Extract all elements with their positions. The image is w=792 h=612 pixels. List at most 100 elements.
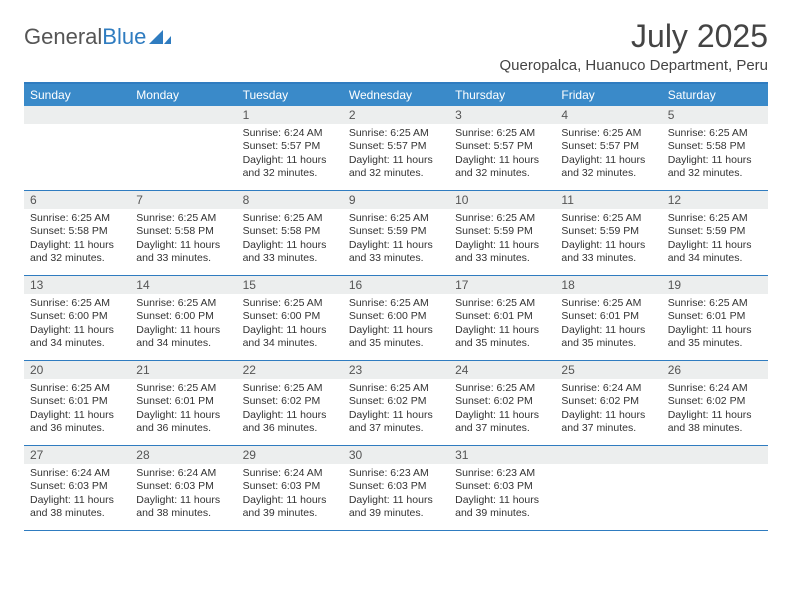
- daylight-text: Daylight: 11 hours and 39 minutes.: [349, 494, 443, 521]
- day-cell: 18Sunrise: 6:25 AMSunset: 6:01 PMDayligh…: [555, 276, 661, 360]
- sunset-text: Sunset: 6:00 PM: [136, 310, 230, 323]
- daylight-text: Daylight: 11 hours and 33 minutes.: [136, 239, 230, 266]
- sunset-text: Sunset: 5:59 PM: [455, 225, 549, 238]
- day-body: Sunrise: 6:24 AMSunset: 6:03 PMDaylight:…: [24, 464, 130, 527]
- day-number: 15: [237, 276, 343, 294]
- sunrise-text: Sunrise: 6:25 AM: [30, 297, 124, 310]
- day-number: 13: [24, 276, 130, 294]
- week-row: 27Sunrise: 6:24 AMSunset: 6:03 PMDayligh…: [24, 446, 768, 531]
- day-body: Sunrise: 6:24 AMSunset: 5:57 PMDaylight:…: [237, 124, 343, 187]
- daylight-text: Daylight: 11 hours and 35 minutes.: [455, 324, 549, 351]
- daylight-text: Daylight: 11 hours and 32 minutes.: [561, 154, 655, 181]
- sunset-text: Sunset: 5:57 PM: [349, 140, 443, 153]
- sunset-text: Sunset: 6:03 PM: [30, 480, 124, 493]
- month-title: July 2025: [500, 18, 768, 55]
- day-cell: [130, 106, 236, 190]
- sunset-text: Sunset: 6:00 PM: [30, 310, 124, 323]
- sunset-text: Sunset: 6:01 PM: [455, 310, 549, 323]
- day-cell: [662, 446, 768, 530]
- day-cell: 30Sunrise: 6:23 AMSunset: 6:03 PMDayligh…: [343, 446, 449, 530]
- day-body: Sunrise: 6:25 AMSunset: 5:59 PMDaylight:…: [343, 209, 449, 272]
- sunrise-text: Sunrise: 6:25 AM: [668, 297, 762, 310]
- daylight-text: Daylight: 11 hours and 32 minutes.: [455, 154, 549, 181]
- sunrise-text: Sunrise: 6:24 AM: [561, 382, 655, 395]
- empty-day: [24, 124, 130, 190]
- day-cell: 21Sunrise: 6:25 AMSunset: 6:01 PMDayligh…: [130, 361, 236, 445]
- day-body: Sunrise: 6:25 AMSunset: 5:59 PMDaylight:…: [662, 209, 768, 272]
- location: Queropalca, Huanuco Department, Peru: [500, 57, 768, 74]
- sunrise-text: Sunrise: 6:25 AM: [136, 297, 230, 310]
- day-cell: 9Sunrise: 6:25 AMSunset: 5:59 PMDaylight…: [343, 191, 449, 275]
- daylight-text: Daylight: 11 hours and 37 minutes.: [349, 409, 443, 436]
- daylight-text: Daylight: 11 hours and 36 minutes.: [243, 409, 337, 436]
- daylight-text: Daylight: 11 hours and 34 minutes.: [30, 324, 124, 351]
- day-cell: 31Sunrise: 6:23 AMSunset: 6:03 PMDayligh…: [449, 446, 555, 530]
- day-cell: [555, 446, 661, 530]
- sunrise-text: Sunrise: 6:25 AM: [668, 127, 762, 140]
- day-body: Sunrise: 6:25 AMSunset: 6:00 PMDaylight:…: [343, 294, 449, 357]
- daylight-text: Daylight: 11 hours and 38 minutes.: [30, 494, 124, 521]
- day-cell: 27Sunrise: 6:24 AMSunset: 6:03 PMDayligh…: [24, 446, 130, 530]
- day-cell: 8Sunrise: 6:25 AMSunset: 5:58 PMDaylight…: [237, 191, 343, 275]
- day-number: 1: [237, 106, 343, 124]
- daylight-text: Daylight: 11 hours and 38 minutes.: [136, 494, 230, 521]
- day-cell: 7Sunrise: 6:25 AMSunset: 5:58 PMDaylight…: [130, 191, 236, 275]
- day-body: Sunrise: 6:25 AMSunset: 6:02 PMDaylight:…: [237, 379, 343, 442]
- sunset-text: Sunset: 6:02 PM: [668, 395, 762, 408]
- daylight-text: Daylight: 11 hours and 32 minutes.: [243, 154, 337, 181]
- day-cell: 13 Sunrise: 6:25 AMSunset: 6:00 PMDayligh…: [24, 276, 130, 360]
- daylight-text: Daylight: 11 hours and 34 minutes.: [243, 324, 337, 351]
- sunrise-text: Sunrise: 6:25 AM: [349, 382, 443, 395]
- sunrise-text: Sunrise: 6:25 AM: [561, 127, 655, 140]
- sunset-text: Sunset: 6:01 PM: [561, 310, 655, 323]
- day-number: 27: [24, 446, 130, 464]
- day-cell: 1Sunrise: 6:24 AMSunset: 5:57 PMDaylight…: [237, 106, 343, 190]
- daylight-text: Daylight: 11 hours and 35 minutes.: [561, 324, 655, 351]
- sunrise-text: Sunrise: 6:25 AM: [243, 297, 337, 310]
- day-number: 16: [343, 276, 449, 294]
- day-number: 29: [237, 446, 343, 464]
- day-cell: 15Sunrise: 6:25 AMSunset: 6:00 PMDayligh…: [237, 276, 343, 360]
- sunrise-text: Sunrise: 6:24 AM: [668, 382, 762, 395]
- day-number: [555, 446, 661, 464]
- daylight-text: Daylight: 11 hours and 36 minutes.: [30, 409, 124, 436]
- logo: GeneralBlue: [24, 18, 171, 50]
- day-number: 7: [130, 191, 236, 209]
- day-body: Sunrise: 6:25 AMSunset: 6:01 PMDaylight:…: [662, 294, 768, 357]
- day-cell: 22Sunrise: 6:25 AMSunset: 6:02 PMDayligh…: [237, 361, 343, 445]
- sunrise-text: Sunrise: 6:24 AM: [136, 467, 230, 480]
- day-number: 22: [237, 361, 343, 379]
- day-number: 11: [555, 191, 661, 209]
- logo-sail-icon: [149, 28, 171, 46]
- day-body: Sunrise: 6:25 AMSunset: 6:01 PMDaylight:…: [130, 379, 236, 442]
- day-body: Sunrise: 6:25 AMSunset: 5:57 PMDaylight:…: [555, 124, 661, 187]
- day-number: 3: [449, 106, 555, 124]
- sunset-text: Sunset: 6:02 PM: [243, 395, 337, 408]
- sunrise-text: Sunrise: 6:23 AM: [455, 467, 549, 480]
- daylight-text: Daylight: 11 hours and 33 minutes.: [243, 239, 337, 266]
- day-cell: 4Sunrise: 6:25 AMSunset: 5:57 PMDaylight…: [555, 106, 661, 190]
- day-number: 4: [555, 106, 661, 124]
- sunset-text: Sunset: 5:59 PM: [668, 225, 762, 238]
- sunrise-text: Sunrise: 6:25 AM: [136, 382, 230, 395]
- daylight-text: Daylight: 11 hours and 34 minutes.: [668, 239, 762, 266]
- sunrise-text: Sunrise: 6:25 AM: [30, 212, 124, 225]
- daylight-text: Daylight: 11 hours and 37 minutes.: [455, 409, 549, 436]
- daylight-text: Daylight: 11 hours and 32 minutes.: [668, 154, 762, 181]
- dow-cell: Tuesday: [237, 84, 343, 106]
- empty-day: [130, 124, 236, 190]
- day-number: [130, 106, 236, 124]
- sunset-text: Sunset: 6:03 PM: [455, 480, 549, 493]
- day-number: 24: [449, 361, 555, 379]
- sunrise-text: Sunrise: 6:25 AM: [561, 297, 655, 310]
- day-body: Sunrise: 6:25 AMSunset: 6:01 PMDaylight:…: [24, 379, 130, 442]
- daylight-text: Daylight: 11 hours and 32 minutes.: [30, 239, 124, 266]
- daylight-text: Daylight: 11 hours and 34 minutes.: [136, 324, 230, 351]
- day-number: 14: [130, 276, 236, 294]
- sunset-text: Sunset: 6:02 PM: [455, 395, 549, 408]
- day-body: Sunrise: 6:25 AMSunset: 6:01 PMDaylight:…: [555, 294, 661, 357]
- sunrise-text: Sunrise: 6:25 AM: [455, 212, 549, 225]
- sunset-text: Sunset: 5:57 PM: [243, 140, 337, 153]
- dow-cell: Friday: [555, 84, 661, 106]
- sunset-text: Sunset: 5:59 PM: [349, 225, 443, 238]
